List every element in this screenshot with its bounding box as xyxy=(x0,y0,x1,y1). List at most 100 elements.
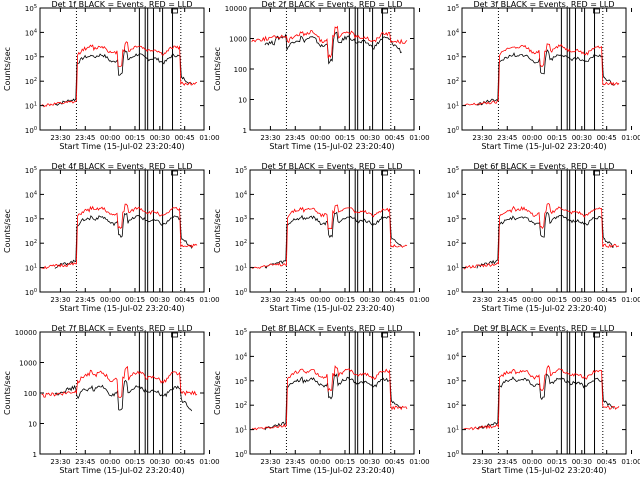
series-lld-line xyxy=(251,25,408,59)
y-axis-label: Counts/sec xyxy=(213,47,222,91)
x-tick-label: 23:30 xyxy=(50,458,70,466)
y-axis-label: Counts/sec xyxy=(213,209,222,253)
x-tick-label: 00:30 xyxy=(572,458,592,466)
x-tick-label: 00:15 xyxy=(547,134,567,142)
panel-title: Det 6f BLACK = Events, RED = LLD xyxy=(473,162,614,171)
series-lld-line xyxy=(41,203,198,270)
plot-frame xyxy=(461,7,627,131)
y-tick-label: 101 xyxy=(447,426,459,435)
y-tick-label: 101 xyxy=(447,102,459,111)
panel-title: Det 9f BLACK = Events, RED = LLD xyxy=(473,324,614,333)
y-tick-label: 101 xyxy=(25,102,37,111)
x-axis-label: Start Time (15-Jul-02 23:20:40) xyxy=(59,142,184,151)
x-tick-label: 01:00 xyxy=(199,134,219,142)
series-lld-line xyxy=(463,43,620,106)
y-tick-label: 105 xyxy=(25,166,37,175)
y-axis-label: Counts/sec xyxy=(3,371,12,415)
y-tick-label: 100 xyxy=(234,66,247,74)
x-axis-label: Start Time (15-Jul-02 23:20:40) xyxy=(481,466,606,475)
x-tick-label: 23:30 xyxy=(50,296,70,304)
panel-title: Det 3f BLACK = Events, RED = LLD xyxy=(473,0,614,9)
series-lld-line xyxy=(251,204,408,269)
y-tick-label: 105 xyxy=(25,4,37,13)
y-tick-label: 101 xyxy=(235,264,247,273)
x-tick-label: 00:30 xyxy=(360,134,380,142)
y-tick-label: 10000 xyxy=(15,329,37,337)
y-tick-label: 105 xyxy=(235,166,247,175)
marker-box xyxy=(593,8,600,14)
x-tick-label: 23:45 xyxy=(285,134,305,142)
series-lld-line xyxy=(251,365,408,431)
x-tick-label: 00:45 xyxy=(175,458,195,466)
y-axis-label: Counts/sec xyxy=(213,371,222,415)
marker-box xyxy=(171,332,178,338)
x-tick-label: 00:45 xyxy=(385,296,405,304)
x-tick-label: 00:30 xyxy=(150,458,170,466)
panel-det-1: 100 101 102 103 104 105 23:30 23:45 00:00 00:15 00… xyxy=(3,0,220,151)
y-tick-label: 100 xyxy=(447,126,459,135)
y-tick-label: 10000 xyxy=(225,5,247,13)
y-axis-label: Counts/sec xyxy=(3,47,12,91)
y-tick-label: 105 xyxy=(447,4,459,13)
y-tick-label: 104 xyxy=(25,28,37,37)
y-tick-label: 102 xyxy=(447,401,459,410)
y-tick-label: 10 xyxy=(28,421,37,429)
x-axis-label: Start Time (15-Jul-02 23:20:40) xyxy=(269,466,394,475)
plot-frame xyxy=(249,7,415,131)
series-lld-line xyxy=(463,203,620,270)
x-tick-label: 23:45 xyxy=(497,296,517,304)
y-tick-label: 105 xyxy=(447,328,459,337)
x-tick-label: 00:00 xyxy=(100,134,120,142)
y-tick-label: 102 xyxy=(25,239,37,248)
x-tick-label: 00:30 xyxy=(572,296,592,304)
x-tick-label: 23:45 xyxy=(285,296,305,304)
y-tick-label: 103 xyxy=(447,215,459,224)
marker-box xyxy=(381,8,388,14)
panel-title: Det 8f BLACK = Events, RED = LLD xyxy=(261,324,402,333)
series-lld-line xyxy=(41,41,198,108)
x-tick-label: 01:00 xyxy=(199,458,219,466)
x-axis-label: Start Time (15-Jul-02 23:20:40) xyxy=(481,142,606,151)
marker-box xyxy=(171,8,178,14)
x-tick-label: 00:45 xyxy=(175,296,195,304)
panel-det-9: 100 101 102 103 104 105 23:30 23:45 00:00 00:15 00… xyxy=(447,324,640,475)
marker-box xyxy=(381,332,388,338)
series-lld-line xyxy=(41,365,198,398)
y-tick-label: 100 xyxy=(447,450,459,459)
y-tick-label: 100 xyxy=(25,288,37,297)
x-axis-label: Start Time (15-Jul-02 23:20:40) xyxy=(59,304,184,313)
x-tick-label: 00:15 xyxy=(547,296,567,304)
x-tick-label: 00:00 xyxy=(100,458,120,466)
x-tick-label: 23:30 xyxy=(472,296,492,304)
x-tick-label: 00:45 xyxy=(597,134,617,142)
plot-frame xyxy=(461,169,627,293)
plot-frame xyxy=(249,169,415,293)
y-tick-label: 105 xyxy=(235,328,247,337)
x-tick-label: 00:15 xyxy=(335,458,355,466)
y-tick-label: 103 xyxy=(447,377,459,386)
y-axis-label: Counts/sec xyxy=(3,209,12,253)
x-tick-label: 23:45 xyxy=(497,458,517,466)
plot-frame xyxy=(249,331,415,455)
x-tick-label: 01:00 xyxy=(409,458,429,466)
x-axis-label: Start Time (15-Jul-02 23:20:40) xyxy=(269,304,394,313)
x-tick-label: 23:30 xyxy=(260,296,280,304)
x-tick-label: 23:45 xyxy=(285,458,305,466)
y-tick-label: 101 xyxy=(25,264,37,273)
y-tick-label: 100 xyxy=(235,288,247,297)
x-tick-label: 00:00 xyxy=(522,458,542,466)
y-tick-label: 104 xyxy=(447,352,459,361)
x-axis-label: Start Time (15-Jul-02 23:20:40) xyxy=(269,142,394,151)
y-tick-label: 103 xyxy=(25,215,37,224)
y-tick-label: 104 xyxy=(447,28,459,37)
series-events-line xyxy=(54,379,193,412)
y-tick-label: 104 xyxy=(235,352,247,361)
series-events-line xyxy=(264,31,402,65)
panel-det-7: 1 10 100 1000 10000 23:30 23:45 00:00 00:15 00:30… xyxy=(3,324,220,475)
y-tick-label: 100 xyxy=(24,390,37,398)
x-tick-label: 23:30 xyxy=(260,134,280,142)
x-tick-label: 00:30 xyxy=(150,134,170,142)
x-tick-label: 00:30 xyxy=(572,134,592,142)
panel-title: Det 2f BLACK = Events, RED = LLD xyxy=(261,0,402,9)
x-axis-label: Start Time (15-Jul-02 23:20:40) xyxy=(481,304,606,313)
